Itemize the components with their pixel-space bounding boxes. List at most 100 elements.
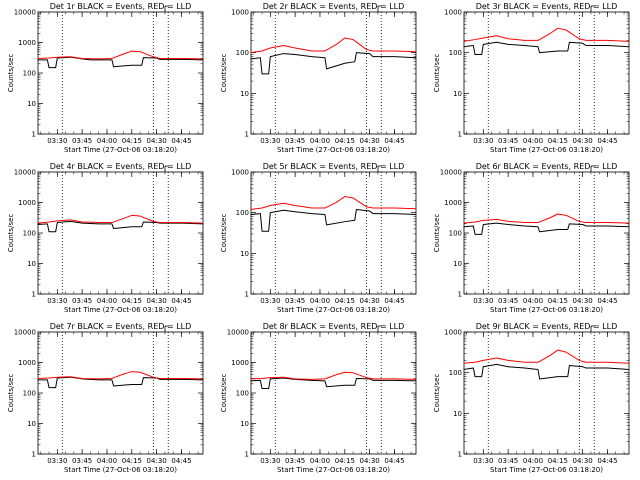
x-tick-label: 04:00 (310, 137, 330, 145)
plot-frame (250, 331, 417, 455)
x-tick-label: 04:30 (147, 297, 167, 305)
y-tick-label: 100 (449, 230, 462, 238)
x-axis-label: Start Time (27-Oct-06 03:18:20) (277, 146, 390, 154)
events-series-line (250, 377, 417, 390)
y-tick-label: 1000 (444, 329, 462, 337)
x-tick-label: 04:45 (384, 297, 404, 305)
x-tick-label: 04:45 (384, 137, 404, 145)
x-tick-label: 04:00 (310, 457, 330, 465)
y-axis-label: Counts/sec (433, 214, 441, 253)
y-tick-label: 1 (458, 131, 462, 139)
x-tick-label: 04:45 (597, 457, 617, 465)
lld-series-line (37, 371, 204, 380)
x-tick-label: 04:30 (147, 457, 167, 465)
detector-chart-3: Det 3r BLACK = Events, RED = LLD 1 10 100 10… (433, 2, 630, 154)
y-tick-label: 1 (458, 291, 462, 299)
y-axis-label: Counts/sec (7, 54, 15, 93)
x-tick-label: 04:15 (122, 297, 142, 305)
x-tick-label: 04:00 (97, 297, 117, 305)
x-tick-label: 04:45 (171, 297, 191, 305)
y-tick-label: 10 (240, 420, 249, 428)
detector-chart-9: Det 9r BLACK = Events, RED = LLD 1 10 100 10… (433, 322, 630, 474)
x-tick-label: 03:45 (498, 297, 518, 305)
x-tick-label: 03:30 (260, 457, 280, 465)
x-tick-label: 04:30 (573, 137, 593, 145)
plot-frame (250, 171, 417, 295)
y-tick-label: 1000 (444, 199, 462, 207)
events-series-line (463, 41, 630, 56)
y-tick-label: 10 (27, 100, 36, 108)
y-tick-label: 100 (236, 209, 249, 217)
x-tick-label: 04:45 (171, 457, 191, 465)
x-tick-label: 03:45 (498, 457, 518, 465)
y-tick-label: 1000 (231, 9, 249, 17)
events-series-line (250, 208, 417, 232)
x-tick-label: 04:00 (523, 297, 543, 305)
x-tick-label: 04:00 (310, 297, 330, 305)
y-tick-label: 100 (23, 390, 36, 398)
lld-series-line (37, 50, 204, 60)
events-series-line (37, 220, 204, 233)
x-tick-label: 04:45 (597, 137, 617, 145)
x-tick-label: 03:45 (72, 297, 92, 305)
y-tick-label: 1 (245, 131, 249, 139)
y-tick-label: 10 (240, 250, 249, 258)
y-tick-label: 1000 (231, 359, 249, 367)
x-tick-label: 04:00 (523, 457, 543, 465)
y-tick-label: 100 (23, 70, 36, 78)
x-tick-label: 03:45 (285, 457, 305, 465)
x-tick-label: 04:00 (97, 457, 117, 465)
x-tick-label: 04:45 (597, 297, 617, 305)
x-tick-label: 04:30 (147, 137, 167, 145)
chart-title: Det 8r BLACK = Events, RED = LLD (263, 322, 405, 331)
events-series-line (463, 363, 630, 380)
x-tick-label: 04:15 (335, 137, 355, 145)
chart-title: Det 1r BLACK = Events, RED = LLD (50, 2, 192, 11)
x-tick-label: 03:45 (285, 137, 305, 145)
y-tick-label: 1000 (18, 359, 36, 367)
y-tick-label: 1 (245, 291, 249, 299)
detector-chart-7: Det 7r BLACK = Events, RED = LLD 1 10 100 10… (7, 322, 204, 474)
lld-series-line (250, 37, 417, 54)
x-tick-label: 04:30 (360, 457, 380, 465)
plot-frame (463, 11, 630, 135)
x-tick-label: 03:30 (473, 297, 493, 305)
x-axis-label: Start Time (27-Oct-06 03:18:20) (490, 466, 603, 474)
y-tick-label: 10 (453, 410, 462, 418)
y-tick-label: 1000 (18, 199, 36, 207)
y-tick-label: 100 (236, 49, 249, 57)
x-axis-label: Start Time (27-Oct-06 03:18:20) (277, 466, 390, 474)
lld-series-line (463, 349, 630, 364)
y-tick-label: 100 (236, 390, 249, 398)
x-tick-label: 04:15 (548, 297, 568, 305)
x-tick-label: 04:45 (384, 457, 404, 465)
x-axis-label: Start Time (27-Oct-06 03:18:20) (64, 466, 177, 474)
x-axis-label: Start Time (27-Oct-06 03:18:20) (64, 306, 177, 314)
y-tick-label: 1 (458, 451, 462, 459)
y-tick-label: 1 (32, 291, 36, 299)
x-tick-label: 04:15 (335, 297, 355, 305)
lld-series-line (463, 213, 630, 224)
x-tick-label: 04:30 (573, 297, 593, 305)
y-tick-label: 10 (453, 260, 462, 268)
x-axis-label: Start Time (27-Oct-06 03:18:20) (490, 146, 603, 154)
x-tick-label: 03:45 (285, 297, 305, 305)
y-tick-label: 10000 (14, 9, 36, 17)
detector-chart-1: Det 1r BLACK = Events, RED = LLD 1 10 100 10… (7, 2, 204, 154)
chart-title: Det 3r BLACK = Events, RED = LLD (476, 2, 618, 11)
x-tick-label: 04:30 (360, 297, 380, 305)
detector-chart-4: Det 4r BLACK = Events, RED = LLD 1 10 100 10… (7, 162, 204, 314)
plot-frame (37, 331, 204, 455)
y-tick-label: 10 (240, 90, 249, 98)
x-tick-label: 04:15 (122, 457, 142, 465)
x-tick-label: 04:15 (548, 457, 568, 465)
y-tick-label: 10000 (14, 169, 36, 177)
plot-frame (37, 171, 204, 295)
y-axis-label: Counts/sec (220, 54, 228, 93)
x-tick-label: 03:30 (260, 137, 280, 145)
x-axis-label: Start Time (27-Oct-06 03:18:20) (490, 306, 603, 314)
x-tick-label: 04:30 (360, 137, 380, 145)
x-axis-label: Start Time (27-Oct-06 03:18:20) (64, 146, 177, 154)
y-tick-label: 10000 (227, 329, 249, 337)
